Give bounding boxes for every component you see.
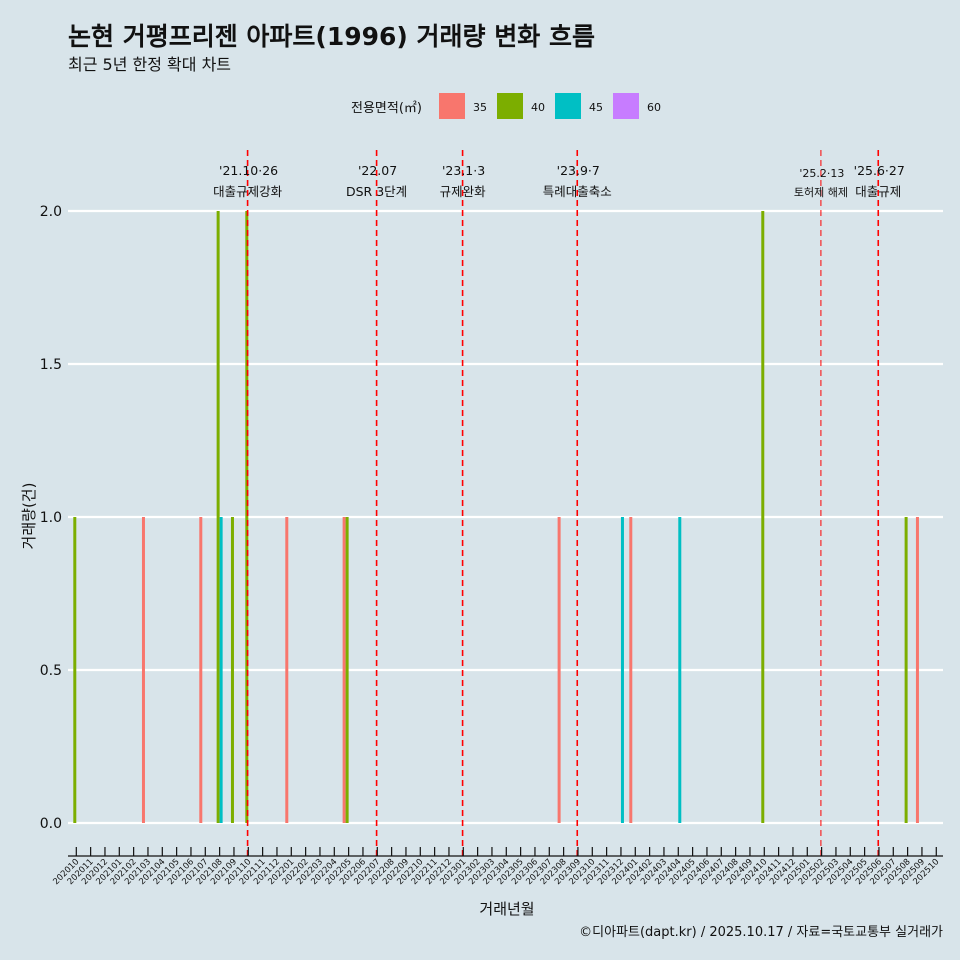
event-label: DSR 3단계: [346, 184, 407, 199]
bar-202404-45: [678, 517, 682, 823]
x-axis-title: 거래년월: [479, 900, 534, 918]
bar-202108-40: [216, 211, 220, 823]
y-tick-label: 1.0: [40, 510, 62, 526]
bar-202205-35: [342, 517, 346, 823]
legend: 전용면적(㎡) 35 40 45 60: [351, 93, 661, 119]
event-label: 특례대출축소: [543, 184, 612, 199]
legend-swatch-40: [497, 93, 523, 119]
legend-swatch-45: [555, 93, 581, 119]
bar-202312-45: [620, 517, 624, 823]
legend-label-60: 60: [647, 101, 661, 114]
y-tick-label: 2.0: [40, 204, 62, 220]
y-axis-title: 거래량(건): [20, 483, 38, 550]
legend-title: 전용면적(㎡): [351, 101, 422, 116]
bar-202109-40: [230, 517, 234, 823]
legend-label-35: 35: [473, 101, 487, 114]
chart-subtitle: 최근 5년 한정 확대 차트: [68, 55, 231, 74]
bar-202010-40: [73, 517, 77, 823]
legend-label-45: 45: [589, 101, 603, 114]
event-label: 규제완화: [440, 184, 487, 199]
event-date: '23.9·7: [557, 163, 600, 178]
bar-202110-40: [245, 211, 249, 823]
bar-202103-35: [141, 517, 145, 823]
chart-title: 논현 거평프리젠 아파트(1996) 거래량 변화 흐름: [68, 22, 595, 51]
bar-202509-35: [915, 517, 919, 823]
event-label: 대출규제: [855, 184, 901, 199]
bar-202410-40: [761, 211, 765, 823]
bar-202508-40: [904, 517, 908, 823]
event-date: '22.07: [358, 163, 397, 178]
event-label: 토허제 해제: [794, 185, 848, 199]
bar-202107-35: [199, 517, 203, 823]
event-date: '25.2·13: [799, 167, 844, 180]
legend-swatch-60: [613, 93, 639, 119]
caption: ©디아파트(dapt.kr) / 2025.10.17 / 자료=국토교통부 실…: [579, 925, 943, 940]
y-tick-label: 1.5: [40, 357, 62, 373]
bar-202108-45: [219, 517, 223, 823]
event-date: '21.10·26: [219, 163, 278, 178]
legend-label-40: 40: [531, 101, 545, 114]
bar-202401-35: [629, 517, 633, 823]
event-label: 대출규제강화: [213, 184, 283, 199]
y-tick-label: 0.0: [40, 816, 62, 832]
bar-202205-40: [345, 517, 349, 823]
y-tick-label: 0.5: [40, 663, 62, 679]
event-date: '25.6·27: [854, 163, 905, 178]
bar-202201-35: [285, 517, 289, 823]
bar-202308-35: [557, 517, 561, 823]
legend-swatch-35: [439, 93, 465, 119]
event-date: '23.1·3: [442, 163, 485, 178]
